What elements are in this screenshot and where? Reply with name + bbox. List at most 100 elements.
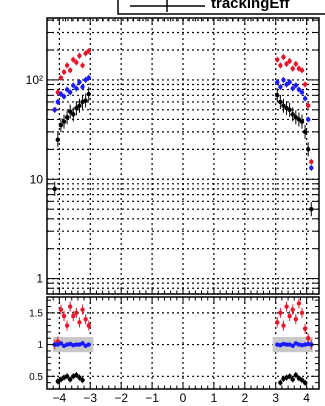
ratio-point bbox=[293, 372, 299, 378]
main-point bbox=[281, 77, 286, 83]
legend-label: trackingEff bbox=[211, 0, 290, 12]
main-point bbox=[80, 84, 85, 90]
ratio-point bbox=[74, 342, 79, 347]
ratio-point bbox=[287, 374, 292, 379]
main-point bbox=[61, 94, 67, 99]
y-tick-label: 1 bbox=[36, 272, 43, 286]
main-point bbox=[67, 90, 73, 95]
main-point bbox=[71, 57, 76, 62]
main-point bbox=[275, 79, 280, 85]
main-point bbox=[278, 84, 283, 90]
ratio-y-tick-label: 1.5 bbox=[29, 308, 43, 319]
ratio-point bbox=[58, 307, 64, 312]
main-point bbox=[293, 83, 299, 88]
main-point bbox=[86, 75, 91, 81]
ratio-point bbox=[290, 343, 295, 349]
main-point bbox=[55, 99, 61, 105]
ratio-point bbox=[284, 304, 289, 309]
y-tick-label: 10 bbox=[30, 172, 44, 186]
ratio-point bbox=[293, 317, 299, 322]
ratio-point bbox=[64, 374, 70, 379]
ratio-point bbox=[287, 313, 292, 319]
main-point bbox=[77, 79, 82, 85]
main-point bbox=[52, 107, 57, 113]
x-tick-label: −1 bbox=[145, 391, 159, 405]
ratio-point bbox=[58, 341, 64, 346]
main-point bbox=[86, 48, 91, 54]
ratio-point bbox=[299, 310, 305, 316]
ratio-point bbox=[299, 377, 305, 383]
main-point bbox=[80, 63, 85, 68]
main-point bbox=[309, 159, 314, 164]
main-point bbox=[275, 93, 280, 98]
main-point bbox=[58, 75, 64, 81]
main-point bbox=[67, 68, 73, 73]
ticks bbox=[46, 18, 320, 389]
ratio-point bbox=[86, 323, 91, 328]
main-point bbox=[293, 115, 299, 120]
ratio-series bbox=[52, 298, 314, 386]
main-point bbox=[58, 91, 64, 97]
main-series bbox=[52, 48, 314, 217]
main-point bbox=[71, 83, 76, 88]
tick-labels: −4 −3 −2 −1 0 1 2 3 4 1 10 10² 0.5 1 1.5 bbox=[26, 73, 311, 405]
main-point bbox=[74, 105, 79, 111]
ratio-point bbox=[278, 310, 283, 316]
ratio-point bbox=[290, 377, 295, 382]
x-tick-label: −4 bbox=[53, 391, 67, 405]
main-point bbox=[296, 87, 302, 92]
main-point bbox=[83, 98, 88, 103]
main-point bbox=[287, 58, 292, 64]
ratio-point bbox=[302, 326, 308, 331]
main-point bbox=[61, 69, 67, 75]
main-point bbox=[287, 79, 292, 85]
main-point bbox=[71, 112, 76, 117]
main-point bbox=[290, 66, 295, 71]
ratio-point bbox=[77, 320, 82, 325]
x-tick-label: −2 bbox=[114, 391, 128, 405]
x-tick-label: 4 bbox=[303, 391, 310, 405]
main-point bbox=[67, 109, 73, 114]
ratio-point bbox=[67, 377, 73, 382]
ratio-point bbox=[71, 313, 76, 319]
main-point bbox=[77, 103, 82, 108]
ratio-point bbox=[74, 372, 79, 378]
main-point bbox=[275, 57, 280, 62]
main-point bbox=[55, 137, 61, 142]
ratio-y-tick-label: 1 bbox=[37, 340, 43, 351]
main-point bbox=[64, 63, 70, 68]
main-point bbox=[281, 54, 286, 60]
main-point bbox=[83, 51, 88, 56]
main-point bbox=[309, 165, 314, 171]
ratio-point bbox=[80, 377, 85, 383]
main-point bbox=[302, 129, 308, 135]
main-point bbox=[284, 61, 289, 67]
main-point bbox=[302, 96, 308, 101]
x-tick-label: 0 bbox=[180, 391, 187, 405]
x-tick-label: −3 bbox=[83, 391, 97, 405]
ratio-point bbox=[278, 380, 283, 385]
ratio-point bbox=[290, 307, 295, 312]
ratio-point bbox=[61, 313, 67, 319]
ratio-point bbox=[80, 307, 85, 312]
legend: trackingEff bbox=[117, 0, 325, 15]
main-point bbox=[83, 77, 88, 83]
main-point bbox=[305, 103, 311, 108]
main-point bbox=[296, 117, 302, 122]
ratio-point bbox=[64, 323, 70, 328]
main-point bbox=[305, 147, 311, 152]
ratio-point bbox=[83, 317, 88, 322]
main-point bbox=[74, 86, 79, 91]
ratio-point bbox=[305, 336, 311, 341]
main-point bbox=[284, 82, 289, 87]
ratio-point bbox=[86, 342, 91, 347]
main-point bbox=[64, 115, 70, 120]
main-point bbox=[290, 112, 295, 117]
main-point bbox=[302, 82, 308, 87]
main-point bbox=[61, 119, 67, 124]
main-grid bbox=[47, 18, 319, 295]
main-point bbox=[281, 103, 286, 108]
ratio-point bbox=[67, 304, 73, 309]
main-point bbox=[305, 117, 311, 122]
ratio-point bbox=[296, 301, 302, 306]
